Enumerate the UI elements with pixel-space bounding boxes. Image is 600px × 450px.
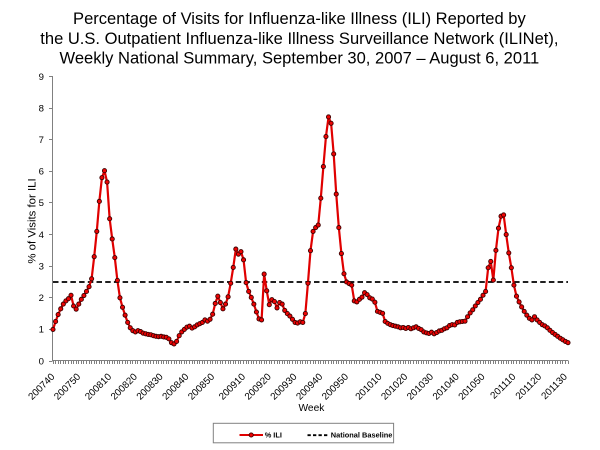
svg-text:National Baseline: National Baseline [331,431,393,440]
svg-text:Weekly National Summary, Septe: Weekly National Summary, September 30, 2… [60,48,540,67]
svg-text:5: 5 [39,198,44,209]
svg-text:6: 6 [39,167,44,178]
svg-text:the U.S. Outpatient Influenza-: the U.S. Outpatient Influenza-like Illne… [40,29,558,48]
svg-text:% ILI: % ILI [265,431,282,440]
svg-text:2: 2 [39,293,44,304]
svg-text:8: 8 [39,103,44,114]
svg-text:3: 3 [39,261,44,272]
svg-text:0: 0 [39,356,44,367]
svg-text:% of Visits for ILI: % of Visits for ILI [27,178,39,263]
svg-text:4: 4 [39,230,45,241]
svg-text:Week: Week [298,403,325,414]
svg-text:1: 1 [39,325,44,336]
svg-text:9: 9 [39,72,44,83]
svg-text:7: 7 [39,135,44,146]
svg-text:Percentage of Visits for Influ: Percentage of Visits for Influenza-like … [73,9,526,28]
